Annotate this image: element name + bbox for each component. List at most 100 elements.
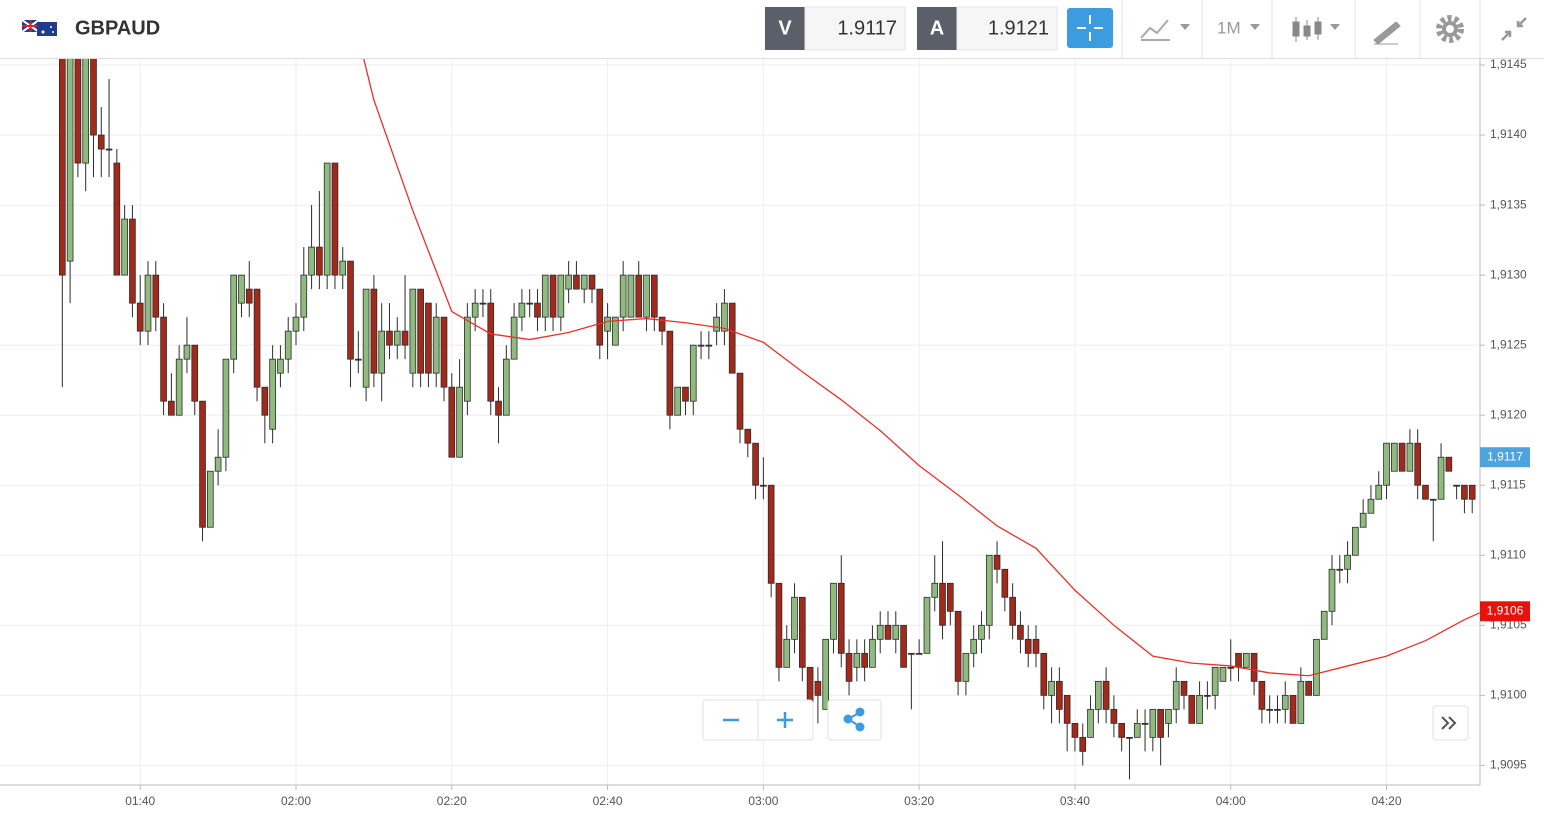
- candle-body: [760, 484, 767, 487]
- candle-body: [464, 316, 471, 402]
- candle-body: [82, 58, 90, 164]
- candle-body: [74, 58, 82, 164]
- sell-price-box[interactable]: [804, 6, 906, 51]
- candle-body: [946, 582, 954, 612]
- candle-body: [292, 316, 300, 332]
- candle-body: [931, 582, 939, 598]
- settings-button[interactable]: [1436, 15, 1464, 43]
- candle-body: [1320, 610, 1328, 640]
- axes: 1,90951,91001,91051,91101,91151,91201,91…: [125, 57, 1527, 808]
- candle-body: [1468, 484, 1476, 500]
- candle-body: [386, 330, 393, 346]
- candle-body: [658, 316, 666, 332]
- sell-price: 1.9117: [837, 17, 897, 39]
- candle-body: [1063, 694, 1071, 724]
- candle-body: [1422, 484, 1429, 500]
- candle-body: [1461, 484, 1468, 500]
- candle-body: [744, 428, 752, 444]
- candle-body: [580, 274, 588, 290]
- candle-body: [1266, 708, 1274, 711]
- candle-body: [183, 344, 191, 360]
- chart-type-button[interactable]: [1140, 19, 1170, 41]
- candle-body: [121, 218, 128, 276]
- y-tick-label: 1,9125: [1490, 337, 1527, 351]
- candle-body: [892, 624, 900, 640]
- ma-badge-label: 1,9106: [1487, 603, 1524, 617]
- candle-body: [323, 162, 331, 276]
- candle-body: [1344, 554, 1351, 570]
- candle-body: [401, 330, 409, 346]
- buy-label: A: [930, 17, 944, 39]
- candle-body: [861, 652, 868, 668]
- sell-label: V: [778, 17, 792, 39]
- candle-body: [993, 554, 1001, 570]
- candle-body: [775, 582, 783, 668]
- candle-body: [798, 596, 806, 668]
- candle-body: [830, 582, 837, 640]
- candle-body: [1172, 680, 1180, 710]
- x-tick-label: 02:00: [281, 794, 311, 808]
- candle-body: [837, 582, 845, 654]
- buy-label-box[interactable]: [917, 7, 957, 50]
- candle-body: [1157, 708, 1164, 738]
- candle-body: [238, 274, 245, 304]
- candle-body: [1188, 694, 1196, 724]
- candle-body: [230, 274, 238, 360]
- dropdown-arrow: [1330, 24, 1340, 30]
- candle-body: [1429, 498, 1437, 501]
- candle-body: [596, 288, 604, 346]
- candle-body: [1040, 652, 1048, 696]
- candle-body: [1094, 680, 1102, 710]
- candle-body: [1001, 568, 1009, 598]
- candle-body: [954, 610, 962, 682]
- candle-body: [604, 316, 611, 332]
- candle-body: [97, 134, 105, 150]
- crosshair-button[interactable]: [1067, 8, 1113, 48]
- collapse-button[interactable]: [1501, 17, 1527, 41]
- candle-body: [362, 288, 370, 388]
- y-tick-label: 1,9130: [1490, 267, 1527, 281]
- candle-body: [534, 302, 541, 318]
- y-tick-label: 1,9115: [1490, 477, 1526, 491]
- candle-body: [1281, 694, 1289, 710]
- scroll-end-button[interactable]: [1432, 705, 1469, 741]
- candle-body: [985, 554, 993, 626]
- candle-body: [308, 246, 315, 276]
- candle-body: [448, 386, 456, 458]
- sell-label-box[interactable]: [765, 7, 805, 50]
- y-tick-label: 1,9145: [1490, 57, 1527, 71]
- y-tick-label: 1,9100: [1490, 688, 1527, 702]
- candle-body: [339, 260, 347, 276]
- candle-body: [1079, 736, 1087, 752]
- candle-body: [1398, 442, 1406, 472]
- x-tick-label: 02:20: [437, 794, 467, 808]
- candle-body: [347, 260, 354, 360]
- candle-body: [573, 274, 580, 290]
- buy-price-box[interactable]: [956, 6, 1058, 51]
- candle-body: [939, 582, 946, 626]
- price-badge: [1480, 447, 1530, 468]
- symbol: GBPAUD: [75, 17, 160, 39]
- y-tick-label: 1,9110: [1490, 547, 1526, 561]
- candle-body: [557, 274, 565, 318]
- candle-body: [713, 316, 720, 332]
- candle-body: [1274, 708, 1281, 711]
- candle-body: [666, 330, 674, 416]
- candle-body: [222, 358, 230, 458]
- candle-body: [884, 624, 892, 640]
- draw-tool-button[interactable]: [1373, 21, 1401, 45]
- share-button[interactable]: [827, 699, 882, 741]
- zoom-in-button[interactable]: [777, 712, 793, 728]
- candle-body: [277, 358, 284, 374]
- candle-body: [1305, 680, 1312, 696]
- candle-body: [1180, 680, 1188, 696]
- candle-type-button[interactable]: [1292, 17, 1322, 42]
- timeframe[interactable]: 1M: [1217, 18, 1241, 37]
- candle-body: [136, 302, 144, 332]
- candle-body: [689, 344, 697, 402]
- candle-body: [261, 386, 269, 416]
- candle-body: [1313, 638, 1320, 696]
- candle-body: [284, 330, 292, 360]
